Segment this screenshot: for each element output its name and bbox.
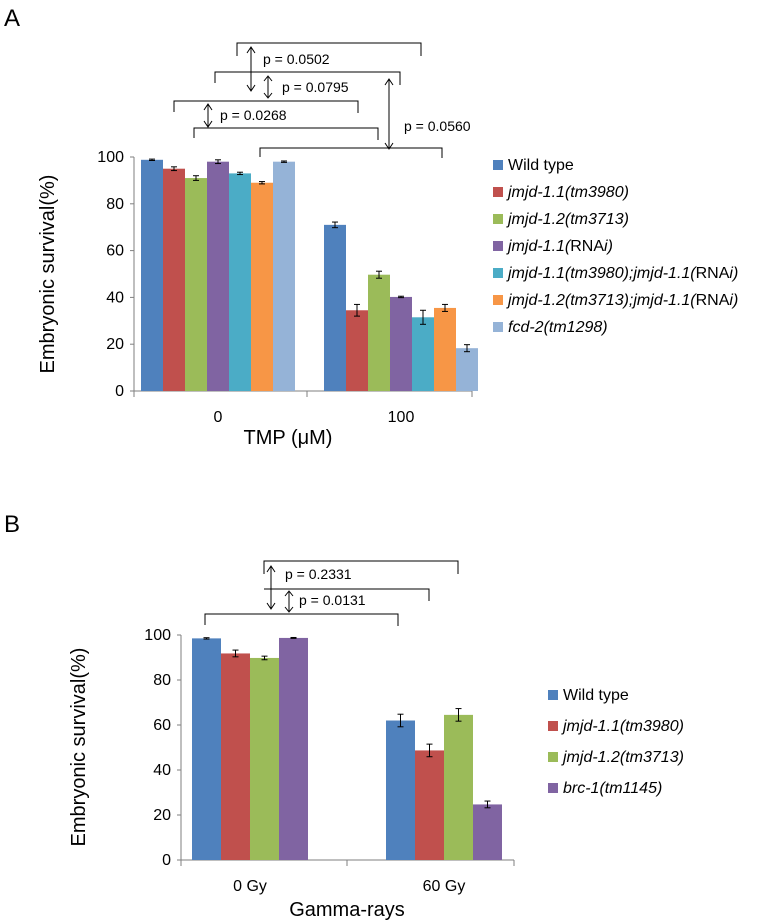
p-value-label: p = 0.0560 [404, 118, 471, 134]
x-tick-label: 100 [388, 409, 415, 426]
y-axis-label-b: Embryonic survival(%) [68, 648, 90, 847]
legend-swatch [548, 752, 558, 762]
bars-b [192, 636, 502, 860]
bar [273, 161, 295, 391]
y-tick-label: 40 [153, 762, 171, 779]
legend-a: Wild type jmjd-1.1(tm3980) jmjd-1.2(tm3713… [493, 157, 738, 336]
bar [141, 159, 163, 391]
p-value-label: p = 0.0131 [299, 592, 366, 608]
panel-label-b: B [4, 511, 20, 538]
legend-label: jmjd-1.2(tm3713) [561, 749, 684, 766]
bar [386, 720, 415, 860]
legend-label: Wild type [563, 687, 629, 704]
p-value-label: p = 0.2331 [285, 566, 352, 582]
y-tick-label: 60 [106, 243, 124, 260]
y-ticks-a: 0 20 40 60 80 100 [97, 149, 134, 400]
legend-swatch [548, 783, 558, 793]
legend-label: jmjd-1.2(tm3713) [506, 211, 629, 228]
legend-label: fcd-2(tm1298) [508, 319, 608, 336]
bar [434, 307, 456, 391]
legend-label: brc-1(tm1145) [563, 780, 662, 797]
p-value-label: p = 0.0795 [282, 79, 349, 95]
legend-swatch [493, 241, 503, 251]
x-ticks-b: 0 Gy 60 Gy [180, 860, 515, 895]
legend-b: Wild type jmjd-1.1(tm3980) jmjd-1.2(tm3713… [548, 687, 684, 797]
bar [456, 348, 478, 391]
x-ticks-a: 0 100 [133, 391, 473, 426]
y-tick-label: 60 [153, 717, 171, 734]
bar [207, 161, 229, 391]
legend-swatch [493, 295, 503, 305]
y-tick-label: 0 [115, 383, 124, 400]
p-value-label: p = 0.0268 [220, 107, 287, 123]
y-tick-label: 100 [144, 627, 171, 644]
y-tick-label: 80 [106, 196, 124, 213]
legend-swatch [493, 268, 503, 278]
bar [368, 274, 390, 391]
legend-label: jmjd-1.1(tm3980);jmjd-1.1(RNAi) [506, 265, 738, 282]
bar [185, 178, 207, 391]
legend-label: jmjd-1.2(tm3713);jmjd-1.1(RNAi) [506, 292, 738, 309]
legend-swatch [548, 690, 558, 700]
bar [250, 657, 279, 860]
bar [251, 182, 273, 391]
y-axis-label-a: Embryonic survival(%) [37, 175, 59, 374]
bar [229, 173, 251, 391]
bar [192, 638, 221, 860]
x-tick-label: 0 [214, 409, 223, 426]
legend-swatch [493, 214, 503, 224]
y-tick-label: 20 [153, 807, 171, 824]
y-tick-label: 0 [162, 852, 171, 869]
legend-swatch [493, 187, 503, 197]
bar [390, 296, 412, 391]
legend-label: jmjd-1.1(RNAi) [506, 238, 613, 255]
p-value-label: p = 0.0502 [263, 51, 330, 67]
legend-label: Wild type [508, 157, 574, 174]
x-axis-label-a: TMP (μM) [244, 427, 333, 449]
x-tick-label: 60 Gy [423, 878, 466, 895]
x-axis-label-b: Gamma-rays [289, 899, 405, 921]
significance-brackets-b [204, 560, 459, 626]
y-tick-label: 40 [106, 289, 124, 306]
y-tick-label: 80 [153, 672, 171, 689]
legend-label: jmjd-1.1(tm3980) [561, 718, 684, 735]
y-ticks-b: 0 20 40 60 80 100 [144, 627, 181, 869]
bars-a [141, 158, 478, 391]
x-tick-label: 0 Gy [233, 878, 267, 895]
y-tick-label: 100 [97, 149, 124, 166]
legend-swatch [548, 721, 558, 731]
legend-label: jmjd-1.1(tm3980) [506, 184, 629, 201]
significance-brackets-a [173, 42, 443, 158]
bar [279, 637, 308, 860]
bar [412, 317, 434, 391]
y-tick-label: 20 [106, 336, 124, 353]
bar [473, 804, 502, 860]
bar [324, 224, 346, 391]
chart-b: 0 20 40 60 80 100 0 Gy 60 Gy Embryonic surviva… [68, 560, 684, 921]
bar [444, 714, 473, 860]
bar [415, 750, 444, 860]
panel-label-a: A [4, 5, 20, 32]
legend-swatch [493, 322, 503, 332]
bar [163, 168, 185, 391]
legend-swatch [493, 160, 503, 170]
bar [346, 310, 368, 391]
bar [221, 653, 250, 860]
